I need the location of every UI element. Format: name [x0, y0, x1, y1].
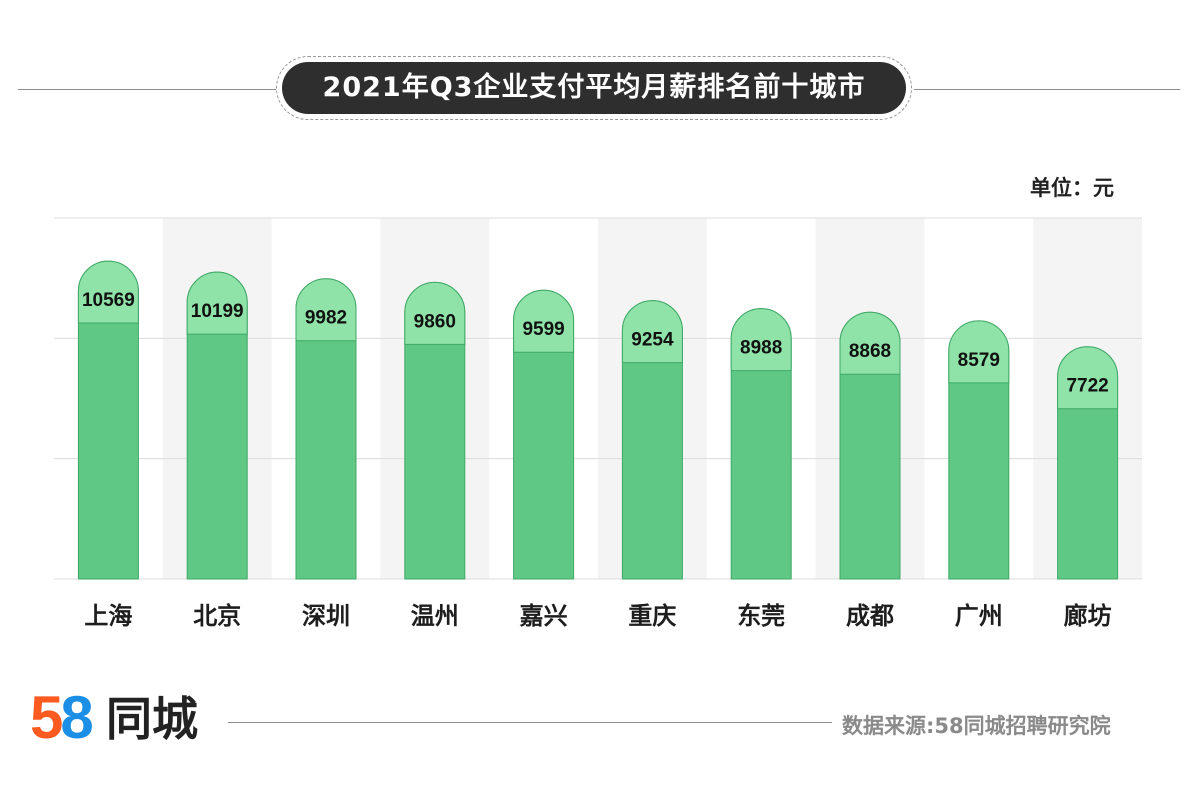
bar-value-label: 9599	[522, 319, 564, 340]
bar-cap	[77, 260, 139, 324]
bar-cap	[186, 271, 248, 335]
bar-cap	[839, 311, 901, 375]
bar-chart: 10569 上海 10199 北京 9982 深圳 9860 温州 9599 嘉兴 9254 重庆 89…	[54, 217, 1142, 630]
bar-cap	[295, 278, 357, 342]
bar-cap	[1057, 346, 1119, 410]
bar-value-label: 9982	[305, 308, 347, 329]
title-banner: 2021年Q3企业支付平均月薪排名前十城市	[0, 56, 1200, 122]
bar-value-label: 8988	[740, 338, 782, 359]
logo-text: 同城	[106, 692, 198, 746]
logo-58-mark: 58	[30, 688, 94, 748]
logo-digit-8: 8	[60, 684, 93, 751]
title-divider-right	[914, 89, 1180, 90]
category-label: 深圳	[302, 602, 350, 630]
category-label: 嘉兴	[520, 602, 568, 630]
category-label: 廊坊	[1064, 602, 1112, 630]
title-dashed-frame	[276, 56, 912, 120]
unit-label: 单位：元	[1030, 176, 1114, 200]
chart-title: 2021年Q3企业支付平均月薪排名前十城市	[282, 62, 906, 114]
category-label: 温州	[411, 602, 459, 630]
bar-cap	[513, 289, 575, 353]
bar-value-label: 8868	[849, 341, 891, 362]
bar-cap	[730, 308, 792, 372]
bar-value-label: 10199	[191, 301, 244, 322]
bar-value-label: 10569	[82, 290, 135, 311]
category-label: 重庆	[628, 602, 676, 630]
category-label: 东莞	[737, 602, 785, 630]
data-source: 数据来源:58同城招聘研究院	[842, 714, 1111, 738]
bar-value-label: 9860	[414, 311, 456, 332]
bar-value-label: 8579	[958, 350, 1000, 371]
bar-value-label: 7722	[1066, 376, 1108, 397]
category-label: 成都	[846, 602, 894, 630]
bar-cap	[621, 300, 683, 364]
logo-digit-5: 5	[30, 684, 63, 751]
category-label: 上海	[84, 602, 132, 630]
title-divider-left	[18, 89, 276, 90]
bar-cap	[404, 281, 466, 345]
category-label: 北京	[193, 602, 241, 630]
bar-cap	[948, 320, 1010, 384]
bar-value-label: 9254	[631, 330, 674, 351]
category-label: 广州	[955, 602, 1003, 630]
footer-divider	[228, 722, 832, 723]
